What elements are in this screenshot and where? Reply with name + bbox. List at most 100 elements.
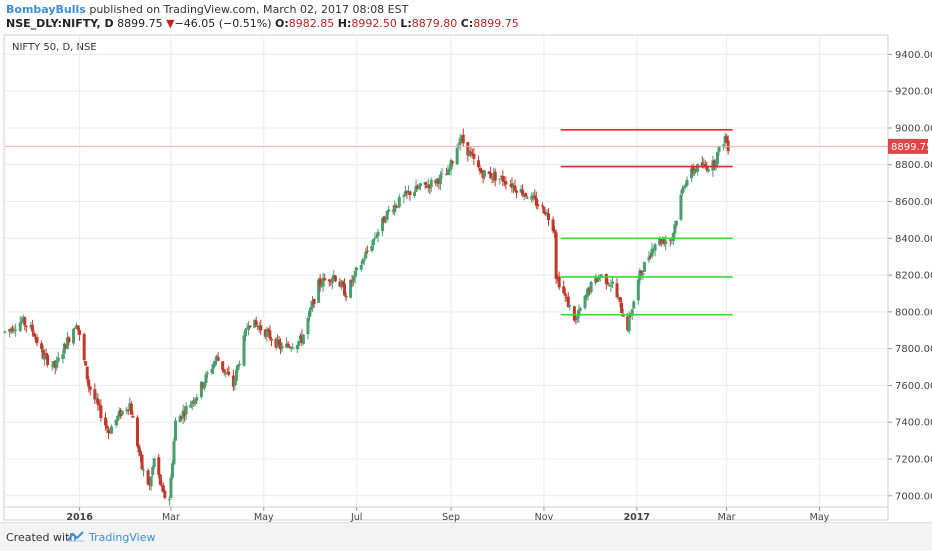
candle-body-down <box>85 366 89 380</box>
candle-body-down <box>201 383 205 387</box>
published-text: published on TradingView.com, March 02, … <box>89 3 409 16</box>
candle-body-down <box>472 153 476 159</box>
tradingview-link[interactable]: TradingView <box>89 531 156 544</box>
candle-body-up <box>600 274 604 276</box>
candle-body-up <box>685 180 689 186</box>
candle-body-down <box>554 232 558 280</box>
candle-body-down <box>615 283 619 298</box>
candle-body-down <box>703 164 707 166</box>
candle-body-up <box>568 305 572 307</box>
x-tick-label: Mar <box>718 512 736 522</box>
x-tick-label: Mar <box>162 512 180 522</box>
candle-body-up <box>589 281 593 293</box>
candle-body-up <box>696 163 700 172</box>
candle-body-up <box>690 168 694 179</box>
y-tick-label: 8800.00 <box>895 160 932 171</box>
symbol-label: NSE_DLY:NIFTY, D <box>6 17 114 30</box>
candle-body-down <box>691 167 695 173</box>
candle-body-down <box>480 169 484 173</box>
candle-body-down <box>318 278 322 286</box>
candle-body-up <box>332 274 336 278</box>
footer-bar: Created with TradingView <box>0 522 932 551</box>
candle-body-down <box>490 178 494 180</box>
candle-body-down <box>323 278 327 281</box>
candle-body-down <box>140 454 144 470</box>
candle-body-up <box>702 163 706 167</box>
candle-body-up <box>169 477 173 499</box>
candle-body-down <box>566 296 570 308</box>
candle-body-up <box>519 188 523 193</box>
candle-body-up <box>14 329 18 331</box>
author-link[interactable]: BombayBulls <box>6 3 86 16</box>
candle-body-down <box>543 212 547 215</box>
candle-body-up <box>670 239 674 241</box>
candle-body-up <box>215 355 219 360</box>
candle-body-down <box>469 151 473 154</box>
candle-body-up <box>545 212 549 214</box>
candle-body-down <box>105 425 109 429</box>
candle-body-up <box>530 195 534 200</box>
candle-body-up <box>212 364 216 369</box>
candle-body-down <box>493 171 497 181</box>
candle-body-down <box>146 470 150 485</box>
candle-body-down <box>67 337 71 343</box>
tradingview-logo-icon[interactable] <box>67 531 85 542</box>
candle-body-up <box>114 419 118 426</box>
candle-body-up <box>18 322 22 331</box>
candle-body-up <box>289 347 293 349</box>
candle-body-up <box>181 410 185 419</box>
candle-body-up <box>413 191 417 197</box>
candle-body-down <box>99 405 103 419</box>
candle-body-up <box>460 136 464 139</box>
time-axis[interactable]: 2016 Mar May Jul Sep Nov 2017 Mar May <box>5 506 888 522</box>
candle-body-up <box>172 440 176 465</box>
candle-body-up <box>578 308 582 311</box>
candle-body-down <box>562 286 566 294</box>
candle-body-down <box>489 172 493 178</box>
candle-body-down <box>521 189 525 196</box>
candle-body-up <box>577 309 581 317</box>
candle-body-up <box>306 317 310 335</box>
candle-body-up <box>711 160 715 171</box>
candle-body-up <box>393 205 397 213</box>
open-label: O: <box>275 17 289 30</box>
candle-body-up <box>276 339 280 347</box>
candle-body-up <box>237 363 241 366</box>
candle-body-up <box>586 288 590 296</box>
candle-body-up <box>426 184 430 187</box>
last-price: 8899.75 <box>117 17 163 30</box>
candle-body-down <box>342 283 346 296</box>
candle-body-up <box>353 271 357 278</box>
candle-body-down <box>40 343 44 349</box>
ohlc-bar: NSE_DLY:NIFTY, D 8899.75 ▼−46.05 (−0.51%… <box>6 17 519 30</box>
candle-body-up <box>321 278 325 287</box>
candle-body-down <box>565 297 569 299</box>
grid-lines <box>5 36 888 507</box>
drawn-levels[interactable] <box>560 129 733 316</box>
candle-body-up <box>190 401 194 405</box>
candle-body-down <box>87 379 91 387</box>
candle-body-up <box>653 244 657 251</box>
candle-body-down <box>11 328 15 332</box>
candle-body-down <box>221 361 225 371</box>
candle-body-down <box>620 302 624 314</box>
candle-body-up <box>73 328 77 330</box>
x-tick-label: 2017 <box>624 512 650 522</box>
candle-body-down <box>333 275 337 282</box>
price-chart[interactable]: NIFTY 50, D, NSE 7000.00 7200.00 7400.00 76… <box>0 33 932 522</box>
candle-body-down <box>445 174 448 176</box>
candle-body-down <box>481 173 485 178</box>
candle-body-down <box>629 315 633 317</box>
candle-body-down <box>437 179 441 184</box>
candle-body-up <box>376 231 380 237</box>
candle-body-up <box>674 221 678 226</box>
candle-body-up <box>511 185 515 189</box>
candle-body-up <box>280 346 284 349</box>
candle-body-up <box>236 364 240 371</box>
candle-body-up <box>449 160 453 170</box>
price-axis[interactable]: 7000.00 7200.00 7400.00 7600.00 7800.00 8000.… <box>887 35 932 520</box>
candle-body-up <box>247 326 251 330</box>
candle-body-down <box>300 335 304 344</box>
candle-body-down <box>408 191 412 196</box>
candle-body-up <box>522 194 526 197</box>
